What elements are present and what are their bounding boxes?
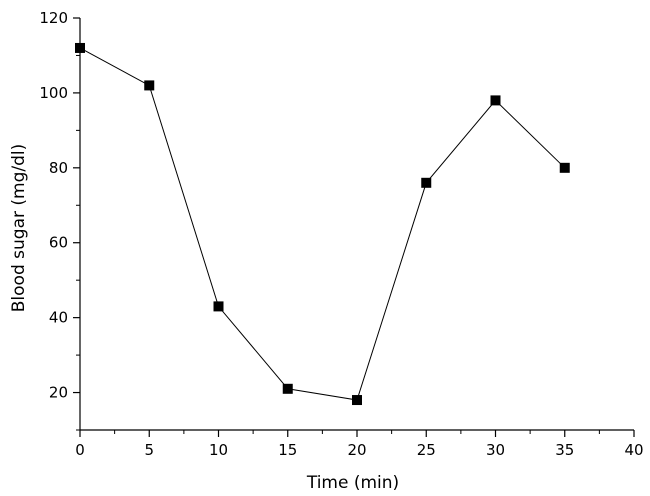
x-tick-label: 20 <box>347 441 366 459</box>
data-point <box>559 162 570 173</box>
y-tick-label: 80 <box>49 159 68 177</box>
x-tick-label: 35 <box>555 441 574 459</box>
x-tick-label: 40 <box>624 441 643 459</box>
x-tick-label: 25 <box>417 441 436 459</box>
data-point <box>144 80 155 91</box>
data-point <box>75 42 85 53</box>
y-tick-label: 60 <box>49 234 68 252</box>
x-axis-label: Time (min) <box>306 473 399 493</box>
data-point <box>490 95 501 106</box>
x-tick-label: 10 <box>209 441 228 459</box>
y-tick-label: 20 <box>49 384 68 402</box>
x-tick-label: 5 <box>144 441 154 459</box>
x-tick-label: 0 <box>75 441 85 459</box>
data-point <box>421 177 432 188</box>
data-point <box>213 301 224 312</box>
data-point <box>282 383 293 394</box>
series-line <box>79 47 566 401</box>
ticks: 0 5 10 15 20 25 30 35 40 20 40 60 80 100 120 <box>39 9 643 459</box>
axes <box>79 18 634 431</box>
y-tick-label: 120 <box>39 9 68 27</box>
y-tick-label: 100 <box>39 84 68 102</box>
x-tick-label: 15 <box>278 441 297 459</box>
series <box>75 42 570 406</box>
x-tick-label: 30 <box>486 441 505 459</box>
data-point <box>352 395 362 406</box>
y-axis-label: Blood sugar (mg/dl) <box>9 144 29 312</box>
y-tick-label: 40 <box>49 309 68 327</box>
